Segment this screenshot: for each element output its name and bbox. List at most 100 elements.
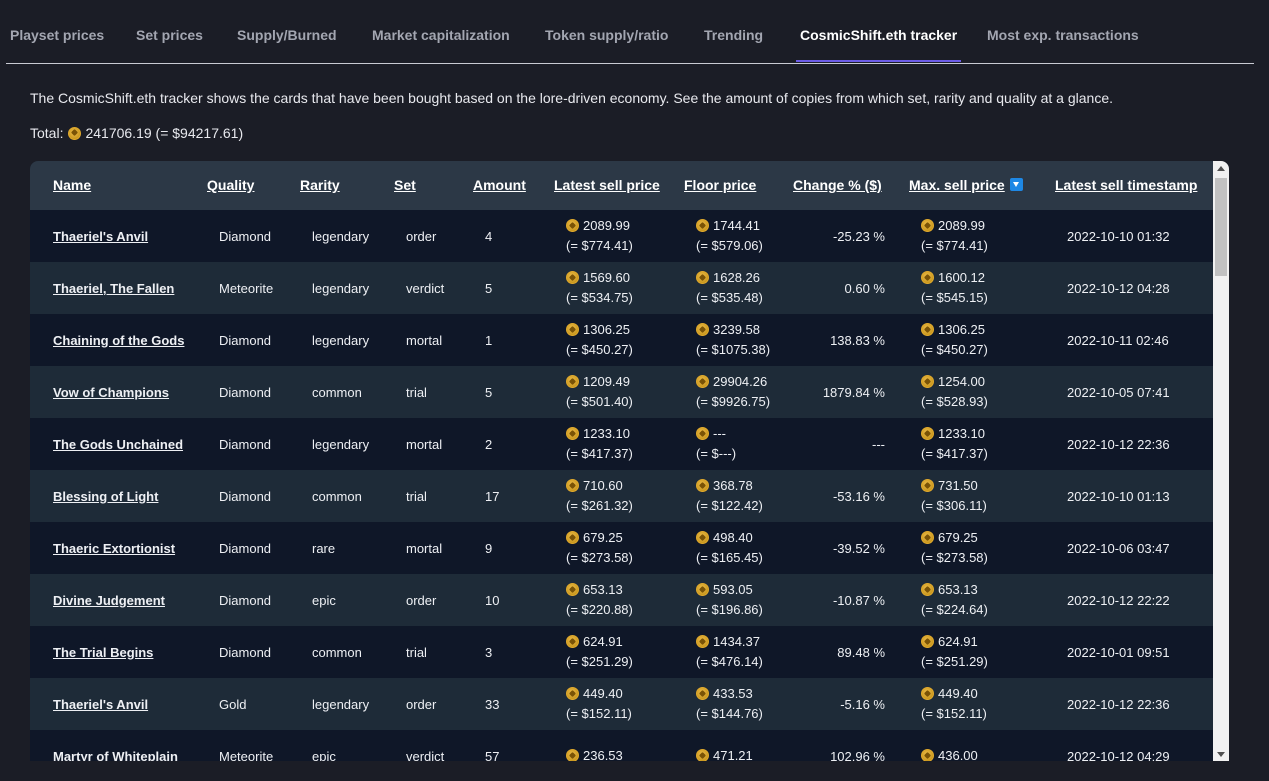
gods-price-value: 679.25 — [938, 530, 978, 545]
usd-price: (= $273.58) — [921, 550, 988, 565]
gods-price-value: 653.13 — [583, 582, 623, 597]
quality-cell: Diamond — [219, 228, 272, 244]
column-header-floor-price[interactable]: Floor price — [684, 177, 757, 193]
card-name-link[interactable]: Thaeriel, The Fallen — [53, 280, 175, 296]
gods-price: 653.13 — [566, 580, 623, 600]
floor-price-cell: 29904.26 (= $9926.75) — [696, 366, 770, 418]
set-cell: order — [406, 696, 437, 712]
column-header-rarity[interactable]: Rarity — [300, 177, 340, 193]
latest-sell-timestamp-cell: 2022-10-12 22:36 — [1067, 696, 1170, 712]
gods-token-icon — [566, 687, 579, 700]
table-body: Thaeriel's Anvil Diamond legendary order 4 20… — [30, 210, 1213, 761]
usd-price: (= $306.11) — [921, 498, 987, 513]
max-sell-price-cell: 1306.25 (= $450.27) — [921, 314, 988, 366]
gods-price-value: 653.13 — [938, 582, 978, 597]
table-row: Vow of Champions Diamond common trial 5 1209.… — [30, 366, 1213, 418]
latest-sell-price-cell: 624.91 (= $251.29) — [566, 626, 633, 678]
tab-most-exp-transactions[interactable]: Most exp. transactions — [987, 27, 1139, 43]
usd-price: (= $450.27) — [566, 342, 633, 357]
tab-bar: Playset prices Set prices Supply/Burned … — [6, 0, 1254, 64]
latest-sell-timestamp-cell: 2022-10-10 01:32 — [1067, 228, 1170, 244]
gods-price-value: 1569.60 — [583, 270, 630, 285]
table-scrollbar[interactable] — [1213, 161, 1229, 761]
amount-cell: 33 — [485, 696, 500, 712]
max-sell-price-cell: 731.50 (= $306.11) — [921, 470, 987, 522]
gods-price: 449.40 — [921, 684, 978, 704]
rarity-cell: legendary — [312, 436, 370, 452]
card-name-link[interactable]: Thaeriel's Anvil — [53, 696, 149, 712]
usd-price: (= $165.45) — [696, 550, 763, 565]
quality-cell: Gold — [219, 696, 247, 712]
gods-token-icon — [68, 126, 82, 140]
card-name-link[interactable]: Divine Judgement — [53, 592, 165, 608]
gods-token-icon — [696, 271, 709, 284]
tab-market-capitalization[interactable]: Market capitalization — [372, 27, 510, 43]
amount-cell: 5 — [485, 384, 493, 400]
column-header-latest-sell-timestamp[interactable]: Latest sell timestamp — [1055, 177, 1198, 193]
gods-price-value: 433.53 — [713, 686, 753, 701]
gods-price: 1434.37 — [696, 632, 760, 652]
gods-token-icon — [696, 687, 709, 700]
gods-token-icon — [696, 219, 709, 232]
column-header-change[interactable]: Change % ($) — [793, 177, 882, 193]
tab-token-supply-ratio[interactable]: Token supply/ratio — [545, 27, 669, 43]
scroll-down-icon[interactable] — [1217, 752, 1225, 757]
usd-price: (= $---) — [696, 446, 737, 461]
scroll-up-icon[interactable] — [1217, 166, 1225, 171]
gods-price: 368.78 — [696, 476, 753, 496]
sort-descending-icon[interactable] — [1009, 178, 1023, 191]
usd-price: (= $417.37) — [566, 446, 633, 461]
tab-cosmicshift-tracker[interactable]: CosmicShift.eth tracker — [795, 0, 962, 62]
table-row: The Trial Begins Diamond common trial 3 624.9… — [30, 626, 1213, 678]
column-header-latest-sell-price[interactable]: Latest sell price — [554, 177, 660, 193]
gods-token-icon — [566, 427, 579, 440]
gods-token-icon — [696, 323, 709, 336]
gods-price: 2089.99 — [566, 216, 630, 236]
gods-token-icon — [696, 749, 709, 761]
usd-price: (= $528.93) — [921, 394, 988, 409]
tab-set-prices[interactable]: Set prices — [136, 27, 203, 43]
card-name-link[interactable]: Thaeriel's Anvil — [53, 228, 149, 244]
usd-price: (= $196.86) — [696, 602, 763, 617]
column-header-amount[interactable]: Amount — [473, 177, 526, 193]
quality-cell: Diamond — [219, 436, 272, 452]
card-name-link[interactable]: The Trial Begins — [53, 644, 154, 660]
rarity-cell: common — [312, 488, 362, 504]
gods-token-icon — [921, 427, 934, 440]
column-header-name[interactable]: Name — [53, 177, 92, 193]
max-sell-price-cell: 1600.12 (= $545.15) — [921, 262, 988, 314]
card-name-link[interactable]: Blessing of Light — [53, 488, 159, 504]
gods-price-value: 2089.99 — [938, 218, 985, 233]
set-cell: order — [406, 592, 437, 608]
column-header-quality[interactable]: Quality — [207, 177, 255, 193]
table-row: Thaeriel, The Fallen Meteorite legendary ve… — [30, 262, 1213, 314]
set-cell: mortal — [406, 540, 443, 556]
rarity-cell: legendary — [312, 280, 370, 296]
gods-token-icon — [566, 531, 579, 544]
quality-cell: Diamond — [219, 332, 272, 348]
max-sell-price-cell: 624.91 (= $251.29) — [921, 626, 988, 678]
card-name-link[interactable]: Chaining of the Gods — [53, 332, 185, 348]
card-name-link[interactable]: Vow of Champions — [53, 384, 170, 400]
set-cell: trial — [406, 488, 427, 504]
quality-cell: Diamond — [219, 488, 272, 504]
floor-price-cell: 1628.26 (= $535.48) — [696, 262, 763, 314]
latest-sell-timestamp-cell: 2022-10-11 02:46 — [1067, 332, 1169, 348]
column-header-max-sell-price[interactable]: Max. sell price — [909, 161, 1023, 210]
tab-trending[interactable]: Trending — [704, 27, 764, 43]
tab-playset-prices[interactable]: Playset prices — [10, 27, 105, 43]
gods-price: 2089.99 — [921, 216, 985, 236]
card-name-link[interactable]: Thaeric Extortionist — [53, 540, 176, 556]
gods-price-value: 498.40 — [713, 530, 753, 545]
card-name-link[interactable]: Martyr of Whiteplain — [53, 748, 178, 762]
gods-price: 653.13 — [921, 580, 978, 600]
tab-supply-burned[interactable]: Supply/Burned — [237, 27, 337, 43]
table-row: Divine Judgement Diamond epic order 10 653.13… — [30, 574, 1213, 626]
column-header-set[interactable]: Set — [394, 177, 416, 193]
gods-price: 1233.10 — [566, 424, 630, 444]
card-name-link[interactable]: The Gods Unchained — [53, 436, 184, 452]
usd-price: (= $545.15) — [921, 290, 988, 305]
usd-price: (= $579.06) — [696, 238, 763, 253]
gods-token-icon — [566, 323, 579, 336]
scrollbar-thumb[interactable] — [1215, 178, 1227, 276]
